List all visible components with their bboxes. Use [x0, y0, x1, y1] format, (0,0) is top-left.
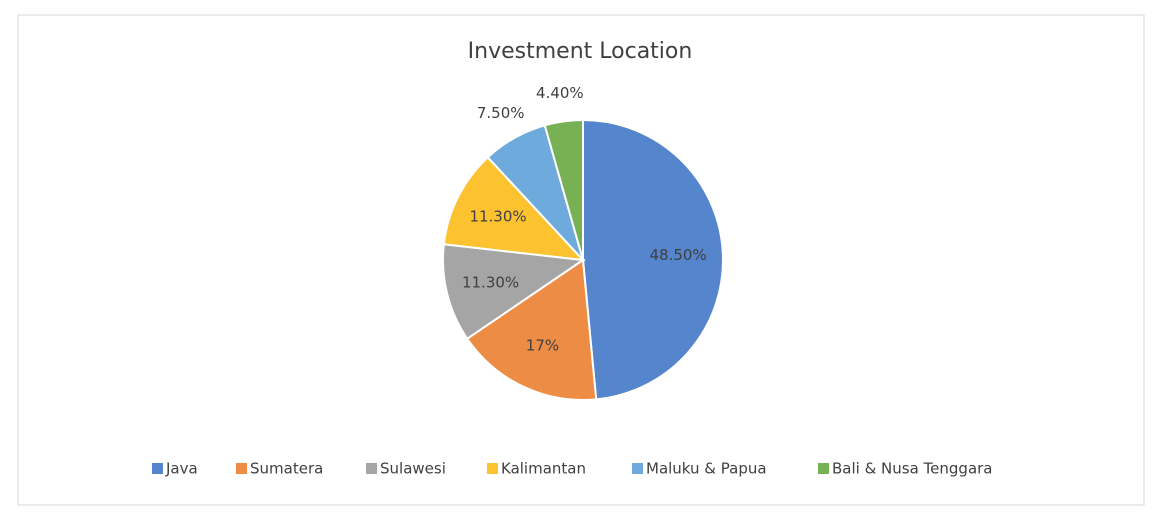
data-label: 11.30% [462, 273, 519, 291]
legend-label: Sulawesi [380, 460, 446, 478]
data-label: 7.50% [477, 104, 525, 122]
legend-label: Sumatera [250, 460, 323, 478]
legend-swatch [236, 463, 247, 474]
pie-slice [582, 118, 724, 401]
legend-label: Kalimantan [501, 460, 586, 478]
pie-slice [442, 243, 586, 341]
chart-title: Investment Location [468, 39, 693, 64]
legend-label: Maluku & Papua [646, 460, 767, 478]
legend-swatch [818, 463, 829, 474]
data-label: 11.30% [469, 208, 526, 226]
legend-swatch [487, 463, 498, 474]
legend-label: Bali & Nusa Tenggara [832, 460, 993, 478]
pie-slice [465, 258, 598, 401]
legend-swatch [152, 463, 163, 474]
pie-slice [543, 118, 584, 261]
data-label: 48.50% [649, 246, 706, 264]
data-label: 17% [526, 337, 559, 355]
legend-swatch [632, 463, 643, 474]
pie-slice [442, 155, 586, 262]
legend-label: Java [165, 460, 198, 478]
legend-swatch [366, 463, 377, 474]
data-label: 4.40% [536, 84, 584, 102]
